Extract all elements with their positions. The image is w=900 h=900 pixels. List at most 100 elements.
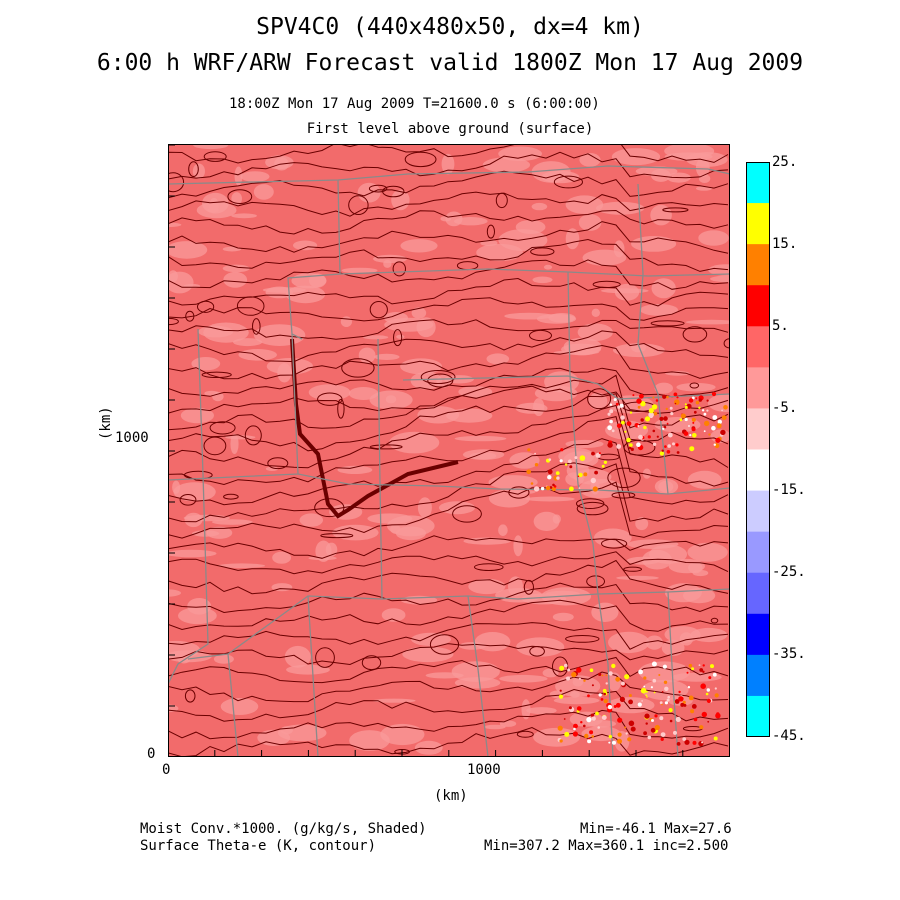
convergence-speck (573, 723, 578, 729)
state-borders (168, 165, 730, 757)
colorbar-label-minus45: -45. (772, 728, 806, 744)
shading-patch (217, 563, 266, 568)
convergence-speck (607, 704, 613, 710)
convergence-speck (684, 739, 690, 745)
convergence-speck (688, 663, 693, 668)
convergence-speck (693, 717, 698, 722)
colorbar-swatch (746, 490, 770, 533)
convergence-speck (601, 674, 604, 677)
convergence-speck (598, 672, 602, 677)
shading-patch (373, 254, 407, 263)
colorbar-swatch (746, 695, 770, 737)
colorbar (746, 162, 770, 737)
convergence-speck (600, 698, 604, 701)
convergence-speck (651, 719, 654, 722)
shading-patch (645, 635, 663, 650)
convergence-speck (637, 702, 642, 707)
convergence-speck (675, 443, 679, 447)
convergence-speck (721, 409, 723, 412)
shading-patch (384, 312, 408, 324)
shading-patch (231, 213, 257, 219)
convergence-speck (665, 407, 668, 411)
contour-line (168, 671, 729, 703)
convergence-speck (636, 398, 642, 404)
convergence-speck (666, 450, 671, 454)
convergence-speck (619, 696, 625, 703)
shading-patch (416, 317, 436, 338)
convergence-speck (620, 415, 625, 420)
shading-patch (651, 278, 676, 299)
shaded-field-label: Moist Conv.*1000. (g/kg/s, Shaded) (140, 821, 427, 837)
convergence-speck (603, 692, 606, 696)
shading-patch (710, 275, 730, 283)
shading-patch (285, 285, 326, 304)
shading-patch (542, 668, 559, 678)
closed-contour (682, 326, 708, 343)
shading-patch (402, 646, 454, 663)
convergence-speck (591, 451, 595, 456)
convergence-speck (615, 702, 621, 708)
convergence-speck (591, 716, 596, 721)
shading-patch (661, 639, 685, 656)
shading-patch (340, 316, 352, 327)
convergence-speck (715, 713, 721, 719)
convergence-speck (617, 738, 622, 744)
x-tick-0: 0 (162, 762, 171, 778)
closed-contour (196, 300, 215, 313)
colorbar-swatch (746, 613, 770, 656)
shading-patch (400, 239, 438, 253)
convergence-speck (602, 688, 607, 693)
colorbar-swatch (746, 572, 770, 615)
convergence-speck (547, 475, 552, 480)
contour-line (168, 151, 729, 180)
convergence-speck (568, 459, 572, 464)
shading-patch (579, 153, 601, 167)
convergence-speck (598, 693, 602, 697)
colorbar-label-15: 15. (772, 236, 798, 252)
shading-patch (581, 726, 621, 742)
convergence-speck (607, 412, 611, 416)
colorbar-swatch (746, 326, 770, 368)
convergence-speck (647, 735, 652, 740)
closed-contour (576, 501, 609, 516)
convergence-speck (578, 677, 581, 680)
shading-patch (458, 642, 487, 650)
closed-contour (474, 563, 504, 572)
convergence-speck (640, 418, 644, 422)
shading-patch (222, 264, 250, 273)
convergence-speck (556, 476, 560, 480)
convergence-speck (711, 425, 716, 431)
convergence-speck (695, 397, 698, 400)
convergence-speck (674, 699, 680, 704)
convergence-speck (576, 706, 582, 711)
convergence-speck (661, 449, 664, 452)
convergence-speck (678, 690, 681, 694)
convergence-speck (595, 711, 599, 716)
convergence-speck (589, 730, 594, 735)
shading-patch (253, 184, 274, 200)
convergence-speck (530, 482, 534, 485)
convergence-speck (644, 416, 651, 422)
convergence-speck (627, 737, 632, 742)
convergence-speck (568, 706, 572, 710)
shading-patch (265, 466, 279, 471)
convergence-speck (644, 713, 650, 719)
contour-line (168, 416, 729, 487)
colorbar-swatch (746, 449, 770, 492)
contour-line (168, 209, 729, 235)
convergence-speck (616, 444, 622, 449)
convergence-speck (714, 687, 717, 690)
convergence-speck (574, 456, 578, 460)
colorbar-label-minus25: -25. (772, 564, 806, 580)
convergence-speck (548, 458, 552, 461)
closed-contour (529, 646, 545, 657)
shading-patch (198, 325, 234, 338)
closed-contour (710, 617, 719, 624)
shading-patch (642, 468, 651, 479)
shading-patch (192, 530, 220, 537)
convergence-speck (650, 686, 653, 689)
convergence-speck (569, 486, 574, 492)
convergence-speck (587, 739, 592, 744)
closed-contour (223, 493, 239, 500)
convergence-speck (637, 405, 641, 409)
